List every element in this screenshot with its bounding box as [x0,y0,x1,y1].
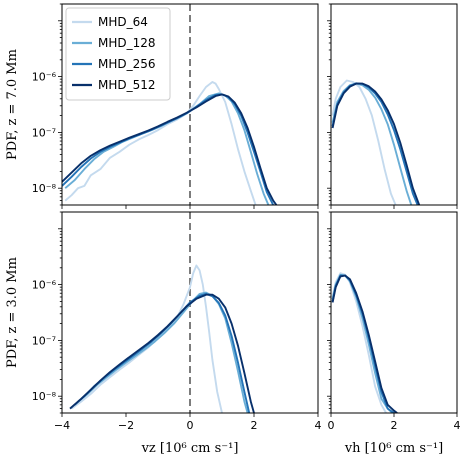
x-tick-label: 4 [315,419,322,432]
x-tick-label: 0 [187,419,194,432]
y-tick-label: 10⁻⁶ [32,279,57,292]
x-tick-label: 4 [454,419,461,432]
x-tick-label: −4 [54,419,70,432]
y-tick-label: 10⁻⁶ [32,71,57,84]
x-tick-label: 0 [328,419,335,432]
axes-frame [330,3,458,206]
y-tick-label: 10⁻⁷ [32,126,56,139]
legend-box [65,7,171,101]
series-line-mhd-512 [69,293,255,413]
series-line-mhd-64 [331,79,397,205]
series-line-mhd-64 [331,272,387,413]
y-tick-label: 10⁻⁸ [32,182,57,195]
axes-frame [330,211,458,414]
legend: MHD_64 MHD_128 MHD_256 MHD_512 [65,7,171,101]
series-line-mhd-512 [331,274,398,413]
legend-label: MHD_64 [98,15,148,29]
y-tick-label: 10⁻⁷ [32,334,56,347]
panel-vh-row1 [327,3,458,209]
series-line-mhd-256 [62,93,275,205]
legend-label: MHD_256 [98,57,156,71]
series-line-mhd-64 [64,81,257,205]
x-tick-label: −2 [118,419,134,432]
x-tick-label: 2 [251,419,258,432]
y-axis-label: PDF, z = 3.0 Mm [5,257,20,368]
legend-label: MHD_128 [98,36,156,50]
x-tick-label: 2 [391,419,398,432]
series-line-mhd-256 [331,274,395,413]
series-line-mhd-512 [62,93,278,205]
series-line-mhd-128 [77,291,249,413]
x-axis-label-vh: vh [10⁶ cm s⁻¹] [344,441,443,456]
y-tick-label: 10⁻⁸ [32,390,57,403]
panel-vh-row2: 0 2 4 vh [10⁶ cm s⁻¹] [327,211,461,456]
x-axis-label-vz: vz [10⁶ cm s⁻¹] [141,441,239,456]
legend-label: MHD_512 [98,78,156,92]
panel-vz-row2: 10⁻⁸ 10⁻⁷ 10⁻⁶ −4 −2 0 2 4 PDF, z = 3.0 Mm vz [10… [5,211,322,456]
series-line-mhd-256 [74,292,251,413]
series-line-mhd-512 [331,82,421,205]
y-axis-label: PDF, z = 7.0 Mm [5,49,20,160]
panel-vz-row1: 10⁻⁸ 10⁻⁷ 10⁻⁶ PDF, z = 7.0 Mm MHD_64 MHD_128… [5,3,319,209]
series-line-mhd-64 [71,264,223,413]
